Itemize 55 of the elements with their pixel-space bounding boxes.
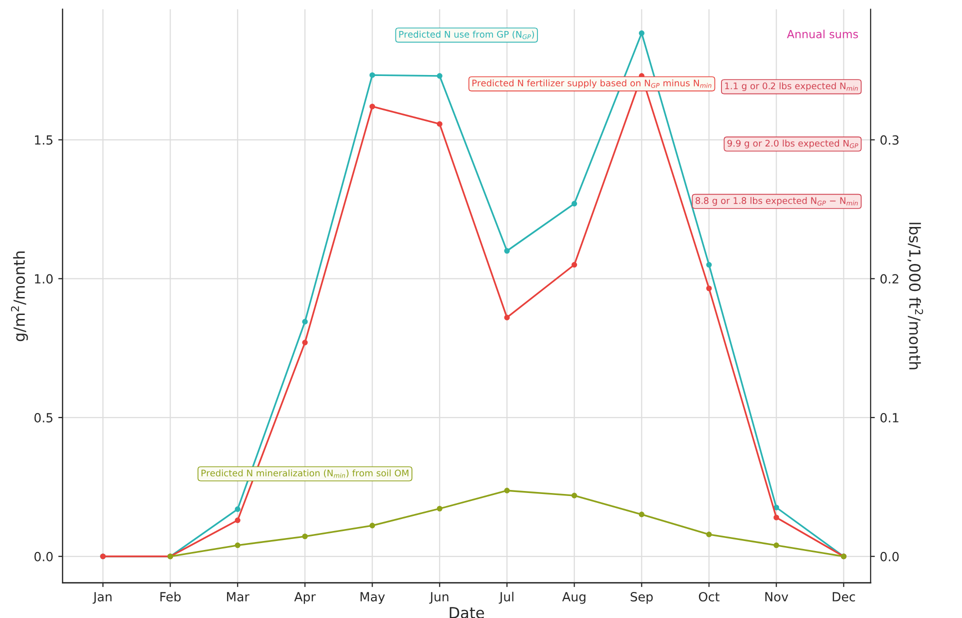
x-tick-label: Jul <box>498 592 514 604</box>
annotation: 9.9 g or 2.0 lbs expected N$_{GP}$ <box>727 140 858 148</box>
y-tick-label: 0.5 <box>34 413 52 422</box>
point <box>706 262 712 268</box>
y-tick-label: 0.0 <box>34 552 53 562</box>
x-tick-label: Jun <box>429 592 448 604</box>
x-tick-label: Nov <box>765 592 788 602</box>
point <box>370 522 376 528</box>
y2-tick-label: 0.1 <box>880 413 898 422</box>
y2-tick-label: 0.2 <box>880 274 898 284</box>
point <box>302 340 308 346</box>
point <box>302 534 308 540</box>
point <box>436 73 442 79</box>
x-tick-label: Aug <box>562 592 586 604</box>
y2-tick-label: 0.0 <box>880 552 899 562</box>
point <box>774 542 780 548</box>
point <box>370 104 376 110</box>
x-tick-label: Feb <box>160 592 181 602</box>
point <box>370 72 376 78</box>
point <box>504 314 510 320</box>
x-tick-label: Dec <box>832 592 855 602</box>
point <box>302 318 308 324</box>
point <box>706 286 712 292</box>
point <box>504 488 510 494</box>
point <box>572 262 578 268</box>
y-tick-label: 1.0 <box>34 274 53 284</box>
x-tick-label: Jan <box>92 592 112 604</box>
y-tick-label: 1.5 <box>34 135 52 145</box>
x-tick-label: May <box>360 592 385 604</box>
point <box>774 504 780 510</box>
annotation: 8.8 g or 1.8 lbs expected N$_{GP}$ − N$_{min}$ <box>696 197 858 206</box>
y-axis-title: g/m$^{2}$/month <box>10 251 28 342</box>
x-tick-label: Apr <box>294 592 316 604</box>
text: Predicted N mineralization (N$_{min}$) from soil OM <box>202 469 408 478</box>
point <box>572 200 578 206</box>
point <box>436 121 442 127</box>
point <box>638 30 644 36</box>
point <box>572 492 578 498</box>
point <box>234 506 240 512</box>
x-tick-label: Sep <box>630 592 653 604</box>
point <box>706 532 712 538</box>
y2-tick-label: 0.3 <box>880 135 899 145</box>
text: Predicted N use from GP (N$_{GP}$) <box>399 30 534 40</box>
annotation: 1.1 g or 0.2 lbs expected N$_{min}$ <box>725 82 858 92</box>
x-tick-label: Mar <box>227 592 250 602</box>
point <box>234 518 240 524</box>
point <box>504 248 510 254</box>
point <box>774 514 780 520</box>
x-tick-label: Oct <box>698 592 720 602</box>
point <box>638 512 644 518</box>
text: Predicted N fertilizer supply based on N$_{GP}$ minus N$_{min}$ <box>472 79 712 88</box>
point <box>436 506 442 512</box>
y2-axis-title: lbs/1,000 ft$^{2}$/month <box>908 222 924 370</box>
point <box>234 542 240 548</box>
annotation: Annual sums <box>786 30 858 38</box>
